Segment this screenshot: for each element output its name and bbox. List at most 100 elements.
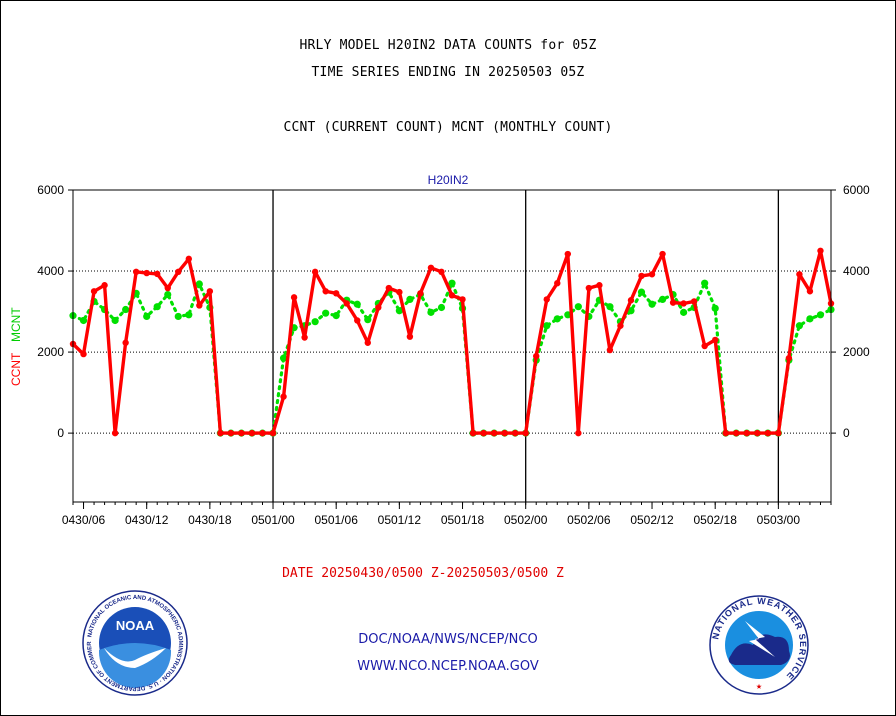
data-point-ccnt <box>796 271 803 278</box>
data-point-mcnt <box>711 304 719 312</box>
data-point-mcnt <box>143 312 151 321</box>
data-point-mcnt <box>164 290 172 299</box>
y-tick-label-right: 4000 <box>843 264 870 278</box>
data-point-ccnt <box>785 354 793 362</box>
data-point-ccnt <box>217 429 224 437</box>
data-point-ccnt <box>469 429 477 437</box>
data-point-ccnt <box>185 255 193 263</box>
data-point-ccnt <box>364 339 371 346</box>
y-tick-label-left: 4000 <box>37 264 64 278</box>
data-point-mcnt <box>543 322 551 330</box>
data-point-mcnt <box>606 303 614 311</box>
x-tick-label: 0502/06 <box>567 513 611 527</box>
data-point-mcnt <box>574 303 582 311</box>
data-point-ccnt <box>427 264 435 271</box>
x-tick-label: 0502/00 <box>504 513 548 527</box>
data-point-ccnt <box>533 352 540 360</box>
date-range: DATE 20250430/0500 Z-20250503/0500 Z <box>282 566 564 581</box>
data-point-ccnt <box>375 304 382 311</box>
title-line-2: TIME SERIES ENDING IN 20250503 05Z <box>311 65 585 80</box>
data-point-ccnt <box>343 300 350 307</box>
nws-logo: NATIONAL WEATHER SERVICE ★ <box>709 595 809 695</box>
y-label-ccnt: CCNT <box>9 352 23 386</box>
data-point-ccnt <box>385 284 393 292</box>
x-tick-label: 0430/12 <box>125 513 169 527</box>
data-point-ccnt <box>701 342 708 350</box>
data-point-ccnt <box>227 429 235 437</box>
data-point-mcnt <box>311 318 319 326</box>
data-point-mcnt <box>701 279 709 287</box>
data-point-ccnt <box>101 282 108 289</box>
data-point-mcnt <box>185 311 193 319</box>
data-point-ccnt <box>564 250 572 258</box>
data-point-ccnt <box>396 288 403 296</box>
data-point-ccnt <box>448 292 456 299</box>
data-point-mcnt <box>122 305 130 314</box>
x-tick-label: 0503/00 <box>757 513 801 527</box>
data-point-ccnt <box>301 334 308 341</box>
data-point-mcnt <box>553 315 561 323</box>
data-point-mcnt <box>680 308 688 316</box>
data-point-mcnt <box>79 316 88 325</box>
data-point-ccnt <box>238 429 245 437</box>
data-point-ccnt <box>680 300 687 307</box>
data-point-ccnt <box>175 268 182 276</box>
footer-url[interactable]: WWW.NCO.NCEP.NOAA.GOV <box>357 659 539 674</box>
data-point-mcnt <box>332 312 340 320</box>
data-point-mcnt <box>637 288 646 296</box>
series-layer <box>69 247 835 437</box>
data-point-ccnt <box>259 429 266 437</box>
data-point-ccnt <box>480 429 487 437</box>
y-tick-label-right: 2000 <box>843 345 870 359</box>
data-point-mcnt <box>806 315 814 323</box>
data-point-ccnt <box>322 288 329 295</box>
data-point-ccnt <box>417 290 424 297</box>
data-point-mcnt <box>648 300 656 308</box>
y-tick-label-left: 2000 <box>37 345 64 359</box>
data-point-mcnt <box>364 316 372 324</box>
data-point-ccnt <box>511 429 519 437</box>
data-point-ccnt <box>459 296 466 303</box>
data-point-ccnt <box>659 250 666 258</box>
data-point-mcnt <box>658 295 667 304</box>
x-tick-label: 0501/18 <box>441 513 485 527</box>
data-point-ccnt <box>154 270 161 278</box>
data-point-ccnt <box>111 429 119 437</box>
data-point-ccnt <box>132 268 140 276</box>
data-point-ccnt <box>743 429 750 437</box>
data-point-mcnt <box>427 308 435 316</box>
data-point-ccnt <box>627 297 635 304</box>
y-tick-label-left: 6000 <box>37 183 64 197</box>
data-point-ccnt <box>690 298 698 305</box>
data-point-mcnt <box>816 311 825 319</box>
x-tick-label: 0502/12 <box>630 513 674 527</box>
y-tick-label-left: 0 <box>57 426 64 440</box>
data-point-mcnt <box>795 322 804 330</box>
data-point-ccnt <box>585 284 593 292</box>
data-point-mcnt <box>437 303 446 312</box>
data-point-ccnt <box>122 339 129 346</box>
data-point-ccnt <box>90 288 98 295</box>
data-point-ccnt <box>269 429 277 437</box>
data-point-ccnt <box>733 429 740 437</box>
footer-org: DOC/NOAA/NWS/NCEP/NCO <box>358 632 538 647</box>
data-point-ccnt <box>806 288 814 295</box>
data-point-ccnt <box>669 299 677 306</box>
noaa-logo: NOAA NATIONAL OCEANIC AND ATMOSPHERIC AD… <box>82 590 188 696</box>
noaa-logo-text: NOAA <box>116 618 155 633</box>
data-point-ccnt <box>354 317 361 324</box>
data-point-ccnt <box>311 268 319 276</box>
data-point-ccnt <box>764 429 772 437</box>
data-point-ccnt <box>206 288 214 295</box>
y-tick-label-right: 6000 <box>843 183 870 197</box>
x-tick-label: 0501/06 <box>314 513 358 527</box>
data-point-ccnt <box>522 429 529 437</box>
data-point-mcnt <box>279 354 288 362</box>
data-point-mcnt <box>111 316 119 325</box>
data-point-ccnt <box>80 350 87 358</box>
data-point-ccnt <box>554 279 561 287</box>
data-point-ccnt <box>817 247 824 254</box>
data-point-mcnt <box>395 307 403 315</box>
data-point-mcnt <box>195 280 203 288</box>
